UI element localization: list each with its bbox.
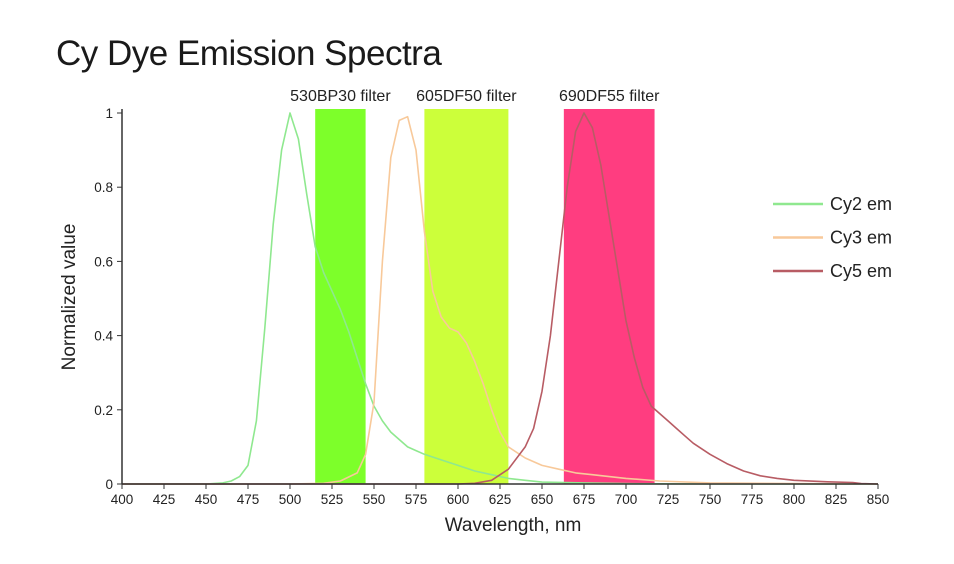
series-line-cy3-em [122, 115, 879, 485]
filter-bands: 530BP30 filter 605DF50 filter 690DF55 filt… [290, 88, 660, 484]
filter-band-0 [315, 109, 366, 484]
legend-label-0: Cy2 em [830, 194, 892, 214]
y-axis-label: Normalized value [59, 224, 80, 371]
filter-label-2: 690DF55 filter [559, 88, 660, 105]
x-axis-ticks: 400 425 450 475 500 525 550 575 600 625 650 675 700 7… [111, 484, 890, 507]
series-lines [122, 112, 879, 485]
y-tick-label: 1 [105, 106, 113, 121]
x-tick-label: 675 [573, 492, 596, 507]
x-tick-label: 650 [531, 492, 554, 507]
legend-label-1: Cy3 em [830, 228, 892, 248]
x-tick-label: 450 [195, 492, 218, 507]
y-tick-label: 0.4 [94, 329, 113, 344]
x-tick-label: 500 [279, 492, 302, 507]
legend: Cy2 em Cy3 em Cy5 em [773, 194, 892, 281]
filter-label-0: 530BP30 filter [290, 88, 391, 105]
x-axis-label: Wavelength, nm [445, 515, 582, 536]
x-tick-label: 700 [615, 492, 638, 507]
x-tick-label: 800 [783, 492, 806, 507]
x-tick-label: 425 [153, 492, 176, 507]
y-tick-label: 0 [105, 477, 113, 492]
y-tick-label: 0.6 [94, 254, 113, 269]
x-tick-label: 750 [699, 492, 722, 507]
series-line-cy2-em [122, 112, 878, 485]
y-tick-label: 0.2 [94, 403, 113, 418]
filter-band-1 [424, 109, 509, 484]
x-tick-label: 625 [489, 492, 512, 507]
y-tick-label: 0.8 [94, 180, 113, 195]
x-tick-label: 400 [111, 492, 134, 507]
series-line-cy5-em [122, 112, 879, 485]
filter-label-1: 605DF50 filter [416, 88, 517, 105]
legend-label-2: Cy5 em [830, 261, 892, 281]
x-tick-label: 850 [867, 492, 890, 507]
x-tick-label: 825 [825, 492, 848, 507]
x-tick-label: 575 [405, 492, 428, 507]
y-axis-ticks: 0 0.2 0.4 0.6 0.8 1 [94, 106, 122, 492]
x-tick-label: 775 [741, 492, 764, 507]
filter-band-2 [563, 109, 655, 484]
x-tick-label: 725 [657, 492, 680, 507]
x-tick-label: 525 [321, 492, 344, 507]
x-tick-label: 475 [237, 492, 260, 507]
chart-title: Cy Dye Emission Spectra [56, 34, 442, 73]
x-tick-label: 550 [363, 492, 386, 507]
x-tick-label: 600 [447, 492, 470, 507]
